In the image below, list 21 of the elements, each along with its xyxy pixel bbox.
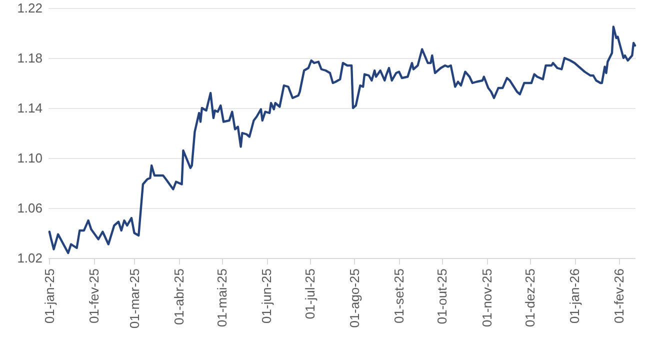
x-tick-label: 01-jan-26 [567,268,582,324]
x-tick-label: 01-fev-25 [86,268,102,324]
x-tick-label: 01-dez-25 [522,268,538,328]
x-tick-label: 01-jan-25 [42,268,57,324]
x-tick-label: 01-abr-25 [171,268,186,325]
x-tick-label: 01-mai-25 [214,268,230,328]
y-tick-label: 1.10 [17,150,42,166]
x-tick-label: 01-jul-25 [302,268,318,320]
x-tick-label: 01-nov-25 [479,268,494,328]
y-tick-label: 1.02 [17,250,42,266]
x-tick-label: 01-fev-26 [612,268,627,324]
x-tick-label: 01-mar-25 [126,268,142,328]
y-tick-label: 1.06 [17,200,42,216]
x-tick-label: 01-set-25 [392,268,407,324]
y-tick-label: 1.14 [17,100,42,116]
x-tick-label: 01-jun-25 [259,268,274,324]
y-tick-label: 1.22 [17,0,42,16]
line-series [48,26,636,254]
y-tick-label: 1.18 [17,50,42,66]
x-tick-label: 01-ago-25 [346,268,362,328]
x-tick-label: 01-out-25 [434,268,450,324]
